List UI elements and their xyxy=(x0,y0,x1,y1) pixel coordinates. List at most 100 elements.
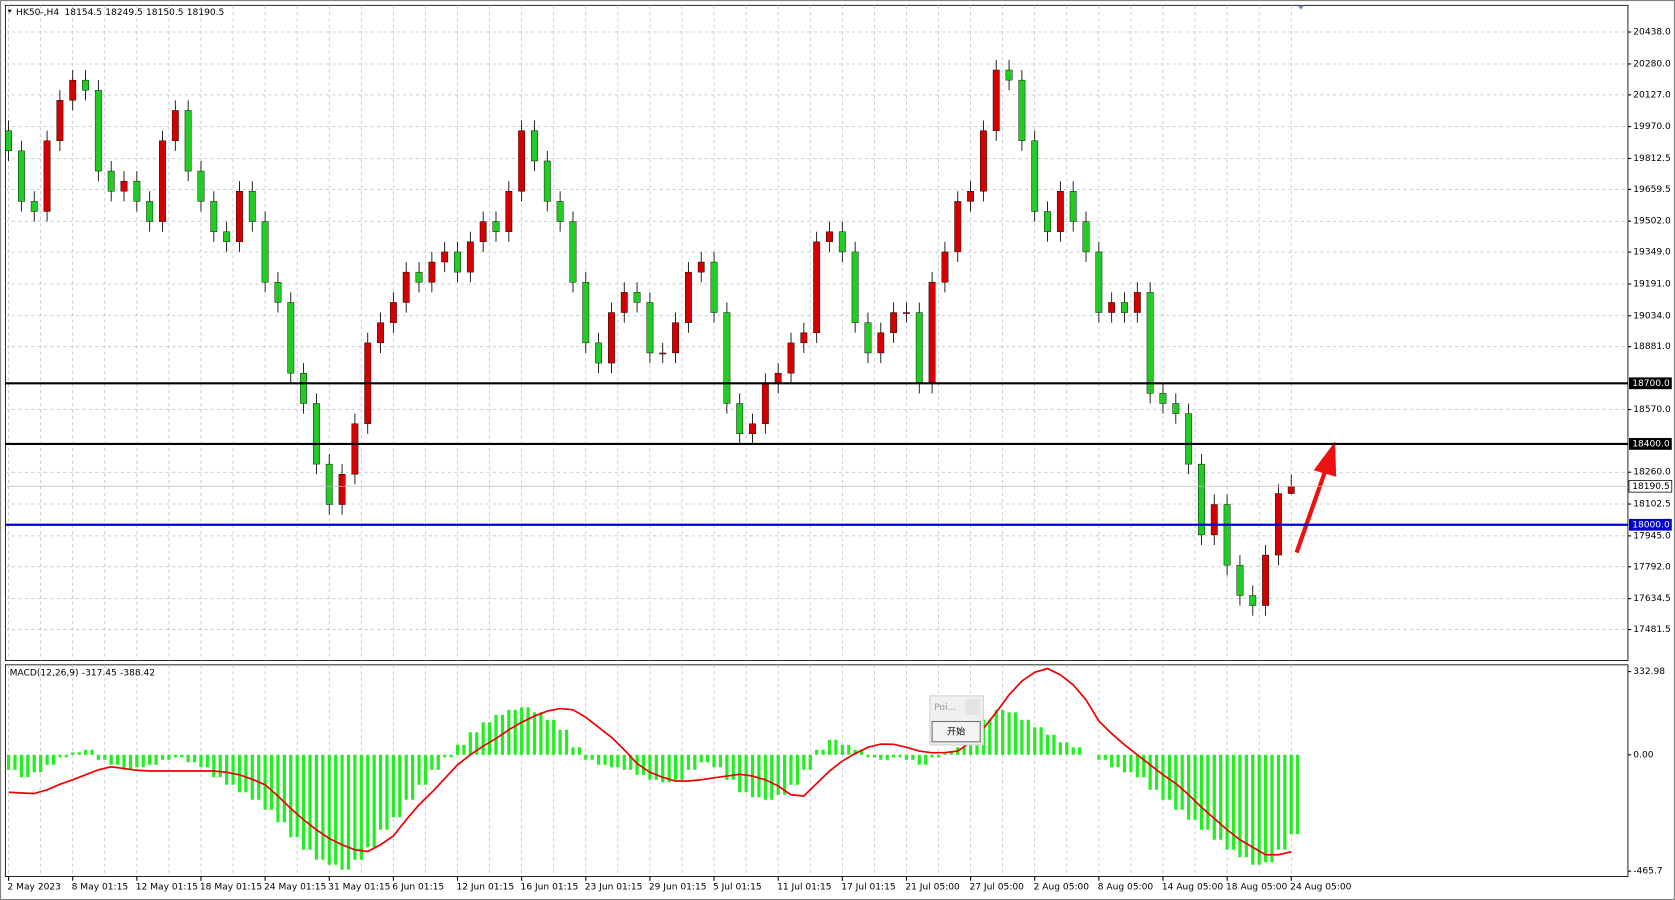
macd-bar xyxy=(847,744,851,755)
macd-bar xyxy=(167,754,171,760)
y-tick-label: 332.98 xyxy=(1633,667,1665,677)
candle-body xyxy=(1018,79,1026,141)
macd-bar xyxy=(763,754,767,800)
macd-bar xyxy=(718,754,723,768)
macd-bar xyxy=(353,754,357,860)
macd-bar xyxy=(417,754,421,785)
macd-bar xyxy=(449,754,453,758)
macd-bar xyxy=(892,754,896,758)
candle-body xyxy=(518,130,526,192)
candle-body xyxy=(1044,211,1051,232)
macd-bar xyxy=(391,754,395,818)
macd-bar xyxy=(667,754,671,783)
x-tick-label: 21 Jul 05:00 xyxy=(905,883,960,893)
candle-body xyxy=(672,322,679,354)
macd-bar xyxy=(160,754,165,760)
macd-header: MACD(12,26,9) -317.45 -388.42 xyxy=(10,668,155,678)
macd-bar xyxy=(1289,754,1293,835)
y-tick-label: 18102.5 xyxy=(1633,500,1671,510)
macd-bar xyxy=(199,754,203,768)
macd-bar xyxy=(834,739,838,755)
level-tag xyxy=(1629,438,1672,450)
candle-body xyxy=(1121,302,1128,313)
macd-bar xyxy=(648,754,652,780)
candle-body xyxy=(466,241,474,273)
macd-bar xyxy=(911,754,915,760)
macd-bar xyxy=(314,754,319,860)
x-tick-label: 5 Jul 01:15 xyxy=(713,883,762,893)
macd-bar xyxy=(244,754,248,793)
macd-bar xyxy=(19,754,24,778)
candle-body xyxy=(415,271,423,283)
macd-bar xyxy=(1187,754,1191,820)
macd-bar xyxy=(1026,719,1030,755)
macd-bar xyxy=(282,754,286,823)
macd-bar xyxy=(654,754,658,780)
start-button-label[interactable]: 开始 xyxy=(947,726,965,738)
macd-bar xyxy=(494,714,498,755)
arrow-head xyxy=(1313,441,1337,477)
macd-bar xyxy=(1263,754,1268,863)
y-tick-label: 17945.0 xyxy=(1633,531,1671,541)
candle-body xyxy=(543,160,551,202)
x-tick-label: 18 May 01:15 xyxy=(200,883,262,893)
arrow xyxy=(1294,441,1337,554)
candle-body xyxy=(1159,393,1167,404)
macd-bar xyxy=(1231,754,1236,850)
macd-bar xyxy=(532,712,537,755)
macd-bar xyxy=(378,754,383,830)
macd-bar xyxy=(1244,754,1248,858)
shift-marker xyxy=(1297,5,1305,10)
candle-body xyxy=(197,170,205,202)
macd-bar xyxy=(154,754,158,765)
candle-body xyxy=(1108,302,1116,313)
candle-body xyxy=(954,201,962,253)
candle-body xyxy=(877,332,885,354)
x-tick-label: 11 Jul 01:15 xyxy=(777,883,831,893)
x-tick-label: 17 Jul 01:15 xyxy=(841,883,895,893)
y-tick-label: 20438.0 xyxy=(1633,28,1671,38)
macd-bar xyxy=(1129,754,1133,773)
macd-title: MACD(12,26,9) xyxy=(10,668,79,678)
macd-bar xyxy=(943,752,947,755)
start-button[interactable] xyxy=(931,720,981,743)
high-value: 18249.5 xyxy=(105,7,143,17)
macd-bar xyxy=(346,754,351,870)
candle-body xyxy=(325,463,333,505)
macd-bar xyxy=(770,754,774,800)
candle-body xyxy=(1146,292,1154,394)
macd-bar xyxy=(372,754,376,848)
macd-bar xyxy=(1110,754,1114,768)
candle-body xyxy=(69,79,77,101)
candle-body xyxy=(428,261,436,283)
candle-body xyxy=(1056,191,1064,232)
macd-bar xyxy=(994,709,998,755)
candle-body xyxy=(236,191,243,243)
macd-bar xyxy=(1283,754,1287,850)
macd-bar xyxy=(1142,754,1146,778)
macd-bar xyxy=(988,719,992,755)
macd-bar xyxy=(577,747,581,755)
macd-bar xyxy=(1077,747,1082,755)
candle-body xyxy=(1185,413,1193,465)
candle-body xyxy=(992,69,1000,131)
macd-bar xyxy=(487,722,492,755)
dialog-close[interactable] xyxy=(965,699,981,716)
y-tick-label: 19659.5 xyxy=(1633,185,1671,195)
macd-bar xyxy=(520,707,524,755)
macd-bar xyxy=(1225,754,1229,850)
candle-body xyxy=(287,302,295,374)
candle-body xyxy=(1069,191,1077,222)
macd-bar xyxy=(712,754,716,768)
macd-bar xyxy=(327,754,331,865)
macd-bar xyxy=(116,754,120,765)
macd-bar xyxy=(385,754,389,830)
macd-bar xyxy=(90,749,94,755)
x-tick-label: 2 Aug 05:00 xyxy=(1034,883,1090,893)
arrow-shaft xyxy=(1294,469,1328,554)
macd-bar xyxy=(218,754,222,778)
macd-bar xyxy=(237,754,242,793)
candle-body xyxy=(248,191,256,222)
level-label: 18000.0 xyxy=(1632,520,1670,530)
macd-bar xyxy=(680,754,684,780)
